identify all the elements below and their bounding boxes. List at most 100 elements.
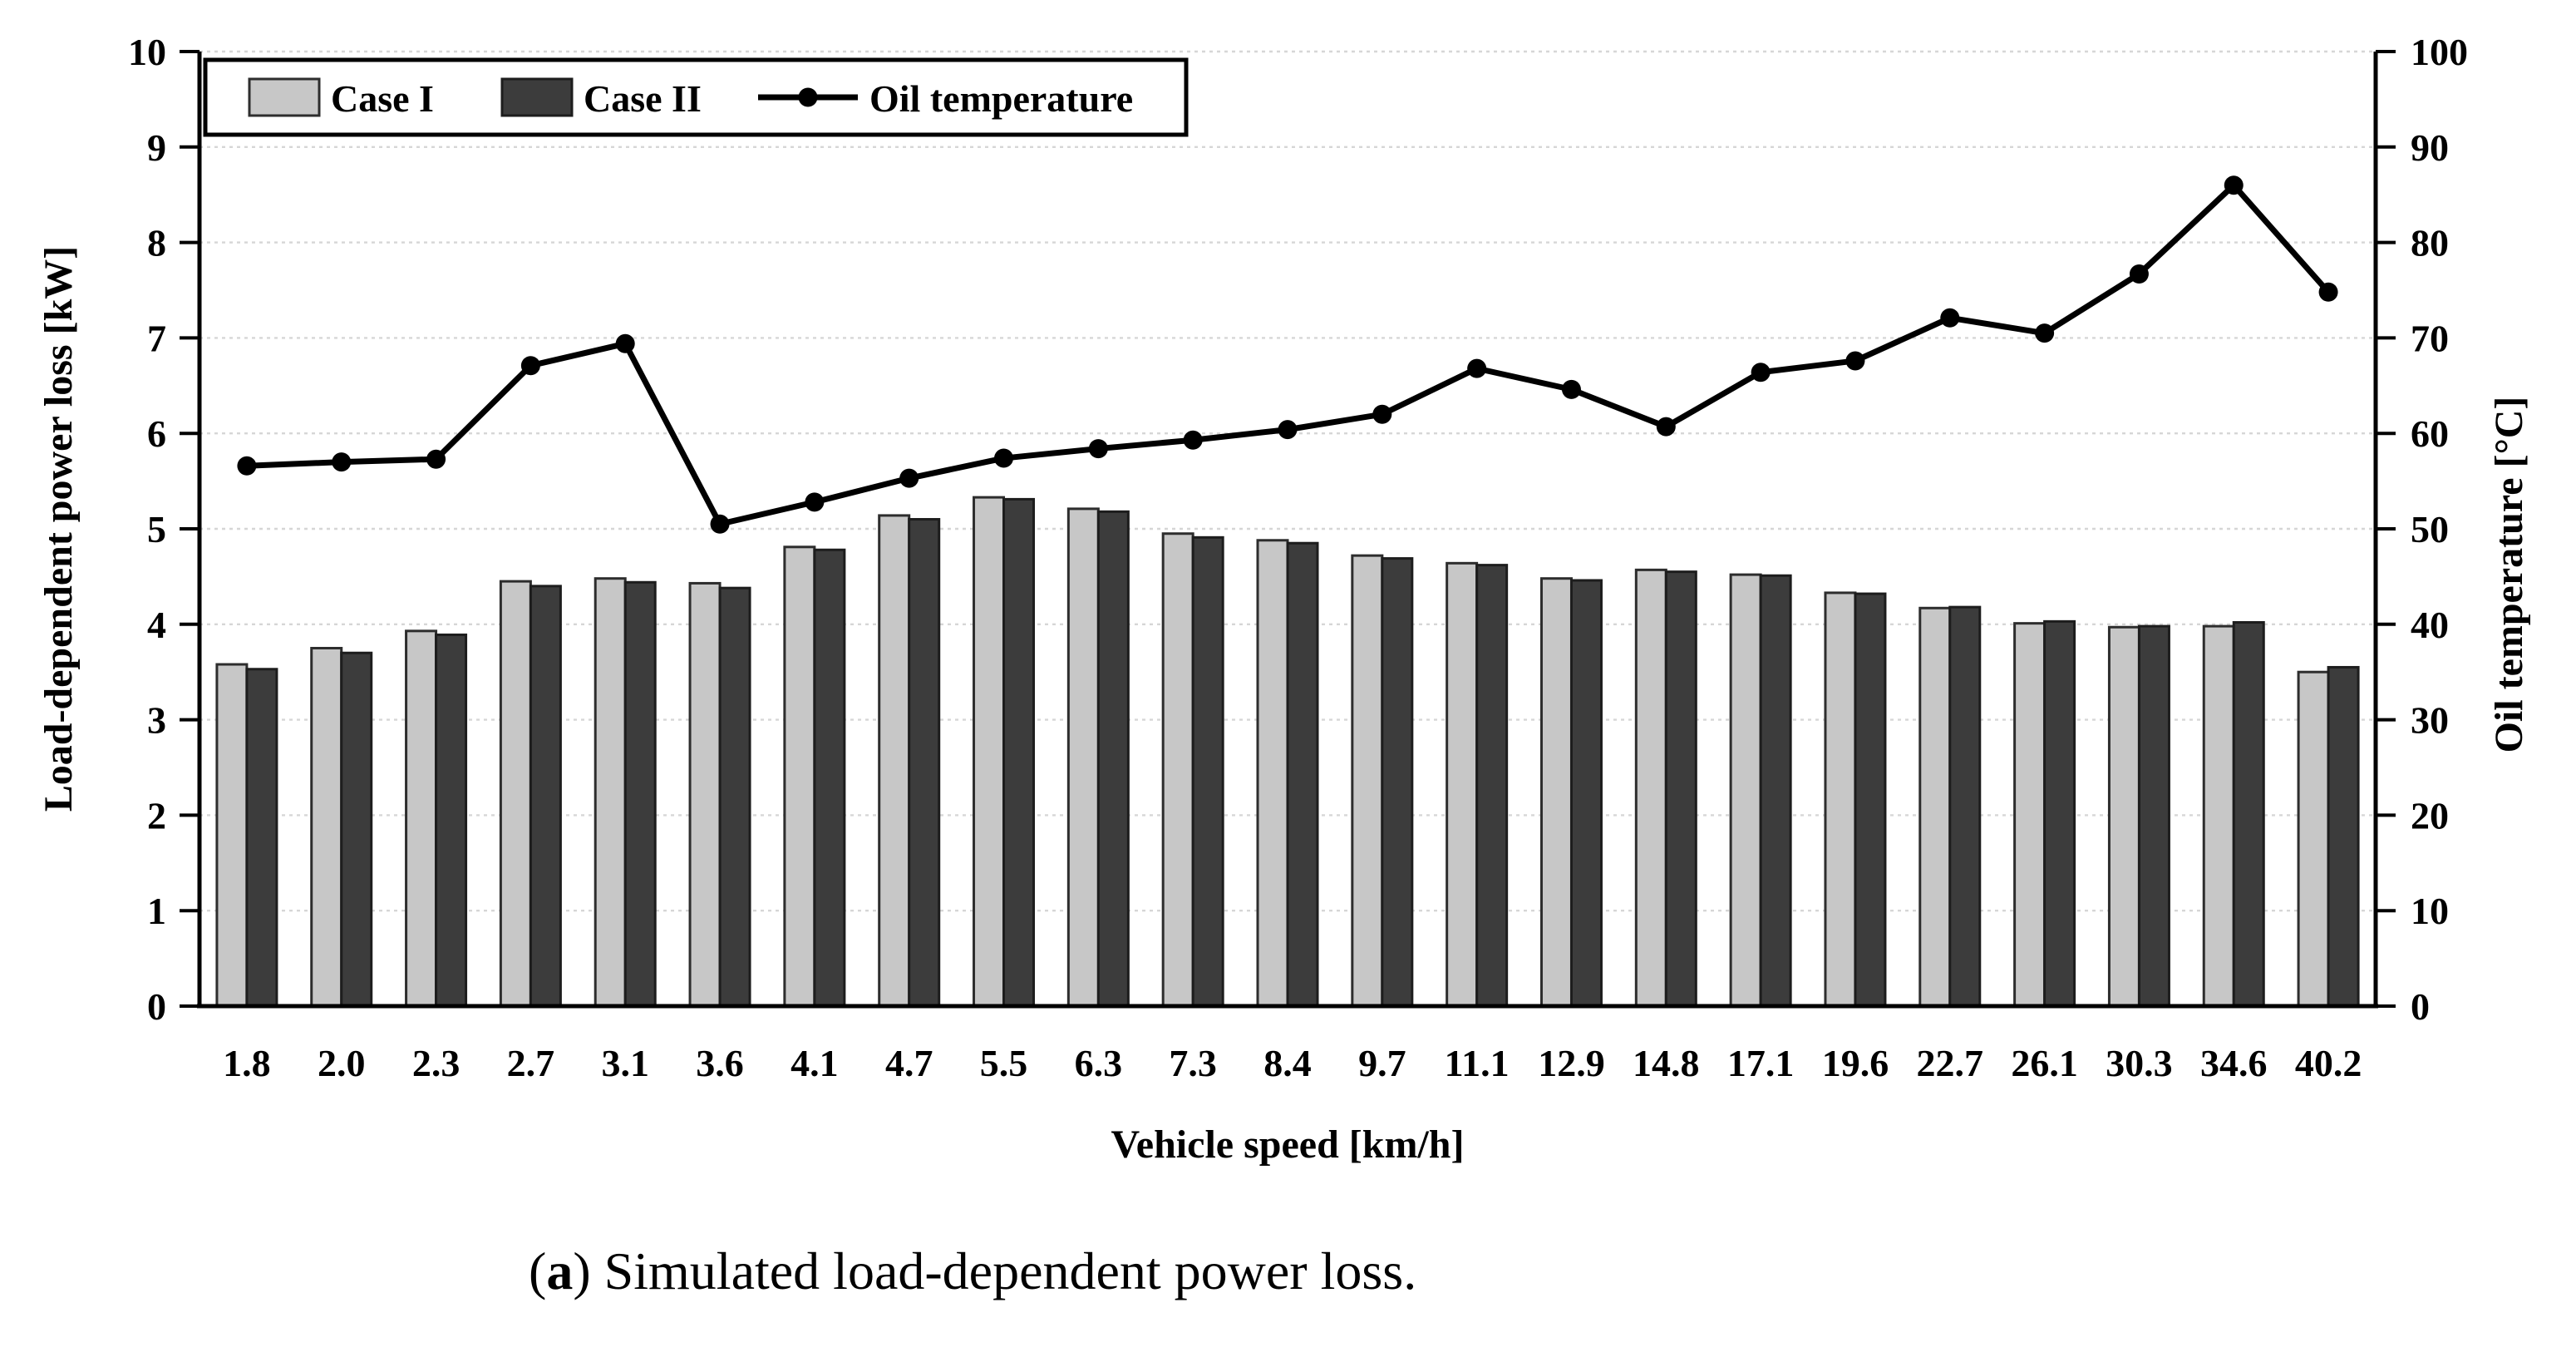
legend-box (203, 57, 1189, 137)
right-axis-tick-label: 80 (2411, 222, 2449, 264)
oil-temperature-marker (2224, 175, 2244, 195)
bar-case-ii (718, 586, 751, 1008)
bar-case-i (878, 514, 911, 1008)
legend-swatch-case-i (248, 77, 321, 117)
x-axis-tick-label: 6.3 (1075, 1042, 1123, 1084)
bar-case-ii (2137, 624, 2170, 1008)
bar-series (215, 496, 2360, 1008)
oil-temperature-line-series (237, 175, 2338, 534)
left-axis-tick-label: 10 (128, 31, 166, 73)
x-axis-tick-label: 1.8 (223, 1042, 271, 1084)
x-axis-tick-label: 7.3 (1169, 1042, 1217, 1084)
x-axis-tick-label: 2.0 (318, 1042, 366, 1084)
bar-case-ii (1948, 605, 1982, 1008)
bar-case-ii (1381, 557, 1414, 1008)
bar-case-ii (1002, 497, 1036, 1008)
left-axis-tick-label: 3 (147, 699, 166, 742)
bar-case-i (499, 580, 532, 1008)
x-axis-tick-label: 9.7 (1358, 1042, 1406, 1084)
bar-case-i (1351, 554, 1384, 1008)
x-axis-tick-label: 14.8 (1633, 1042, 1700, 1084)
axis-titles: Load-dependent power loss [kW] Oil temper… (37, 246, 2531, 1167)
oil-temperature-marker (615, 333, 635, 353)
x-axis-tick-label: 2.3 (412, 1042, 461, 1084)
bar-case-ii (1569, 579, 1603, 1008)
x-axis-tick-label: 5.5 (980, 1042, 1028, 1084)
x-axis-tick-label: 40.2 (2295, 1042, 2362, 1084)
right-axis-tick-label: 70 (2411, 317, 2449, 359)
bar-case-ii (529, 585, 562, 1008)
bar-case-i (2202, 624, 2235, 1008)
oil-temperature-marker (2318, 282, 2338, 302)
legend-swatch-case-ii (500, 77, 574, 117)
bar-case-i (1634, 568, 1667, 1008)
oil-temperature-marker (1561, 379, 1581, 399)
bar-case-i (594, 577, 627, 1008)
x-axis-tick-label: 19.6 (1822, 1042, 1889, 1084)
left-axis-tick-label: 4 (147, 604, 166, 646)
bar-case-i (1066, 507, 1100, 1008)
x-axis-tick-label: 34.6 (2200, 1042, 2268, 1084)
right-axis-tick-label: 90 (2411, 126, 2449, 169)
caption-panel-letter: a (546, 1241, 574, 1300)
x-axis-tick-label: 2.7 (507, 1042, 555, 1084)
left-axis-tick-label: 7 (147, 317, 166, 359)
oil-temperature-marker (994, 448, 1014, 468)
right-axis-title: Oil temperature [°C] (2487, 397, 2531, 753)
oil-temperature-marker (1940, 308, 1960, 328)
bar-case-i (1446, 561, 1479, 1008)
oil-temperature-marker (710, 514, 730, 534)
right-axis-tick-label: 20 (2411, 794, 2449, 836)
bar-case-ii (2232, 621, 2265, 1008)
bar-case-i (2107, 625, 2140, 1008)
bar-case-ii (813, 548, 846, 1008)
x-axis-tick-label: 8.4 (1263, 1042, 1312, 1084)
right-axis-tick-label: 50 (2411, 508, 2449, 550)
right-axis-tick-label: 60 (2411, 412, 2449, 455)
legend-label-case-ii: Case II (584, 77, 702, 120)
oil-temperature-marker (2035, 323, 2055, 343)
bar-case-i (688, 581, 722, 1008)
left-axis-title: Load-dependent power loss [kW] (37, 246, 81, 812)
right-axis-tick-label: 30 (2411, 699, 2449, 742)
bar-case-ii (1286, 541, 1319, 1008)
figure-caption: (a) Simulated load-dependent power loss. (529, 1241, 1416, 1302)
bar-case-i (2297, 670, 2330, 1008)
left-axis-tick-label: 8 (147, 222, 166, 264)
oil-temperature-marker (1656, 417, 1676, 437)
left-axis-tick-label: 9 (147, 126, 166, 169)
oil-temperature-marker (426, 449, 446, 469)
legend-line-marker (798, 87, 818, 107)
bar-case-i (783, 545, 816, 1008)
x-axis-tick-label: 12.9 (1538, 1042, 1605, 1084)
bar-case-i (1918, 606, 1952, 1008)
bar-case-i (973, 496, 1006, 1008)
x-axis-tick-label: 3.1 (601, 1042, 649, 1084)
oil-temperature-marker (1088, 439, 1108, 459)
x-axis-tick-label: 11.1 (1445, 1042, 1510, 1084)
left-axis-tick-label: 6 (147, 412, 166, 455)
bar-case-i (405, 629, 438, 1008)
oil-temperature-marker (1751, 363, 1771, 382)
bar-case-ii (1475, 564, 1509, 1008)
bar-series-case-i (215, 496, 2330, 1008)
x-axis-tick-label: 17.1 (1727, 1042, 1795, 1084)
bar-case-ii (2043, 619, 2076, 1008)
bar-case-ii (623, 580, 657, 1008)
left-axis-tick-label: 2 (147, 794, 166, 836)
x-axis-title: Vehicle speed [km/h] (1111, 1123, 1465, 1167)
bar-case-i (1256, 539, 1289, 1008)
bar-case-ii (1191, 535, 1224, 1008)
bar-case-ii (435, 633, 468, 1008)
oil-temperature-marker (520, 356, 540, 376)
oil-temperature-marker (237, 456, 257, 476)
oil-temperature-marker (1183, 430, 1203, 450)
bar-case-ii (245, 668, 278, 1008)
bar-case-ii (1854, 592, 1887, 1008)
legend-label-oil-temperature: Oil temperature (869, 77, 1133, 120)
oil-temperature-marker (2129, 264, 2149, 284)
x-axis-tick-label: 26.1 (2011, 1042, 2078, 1084)
